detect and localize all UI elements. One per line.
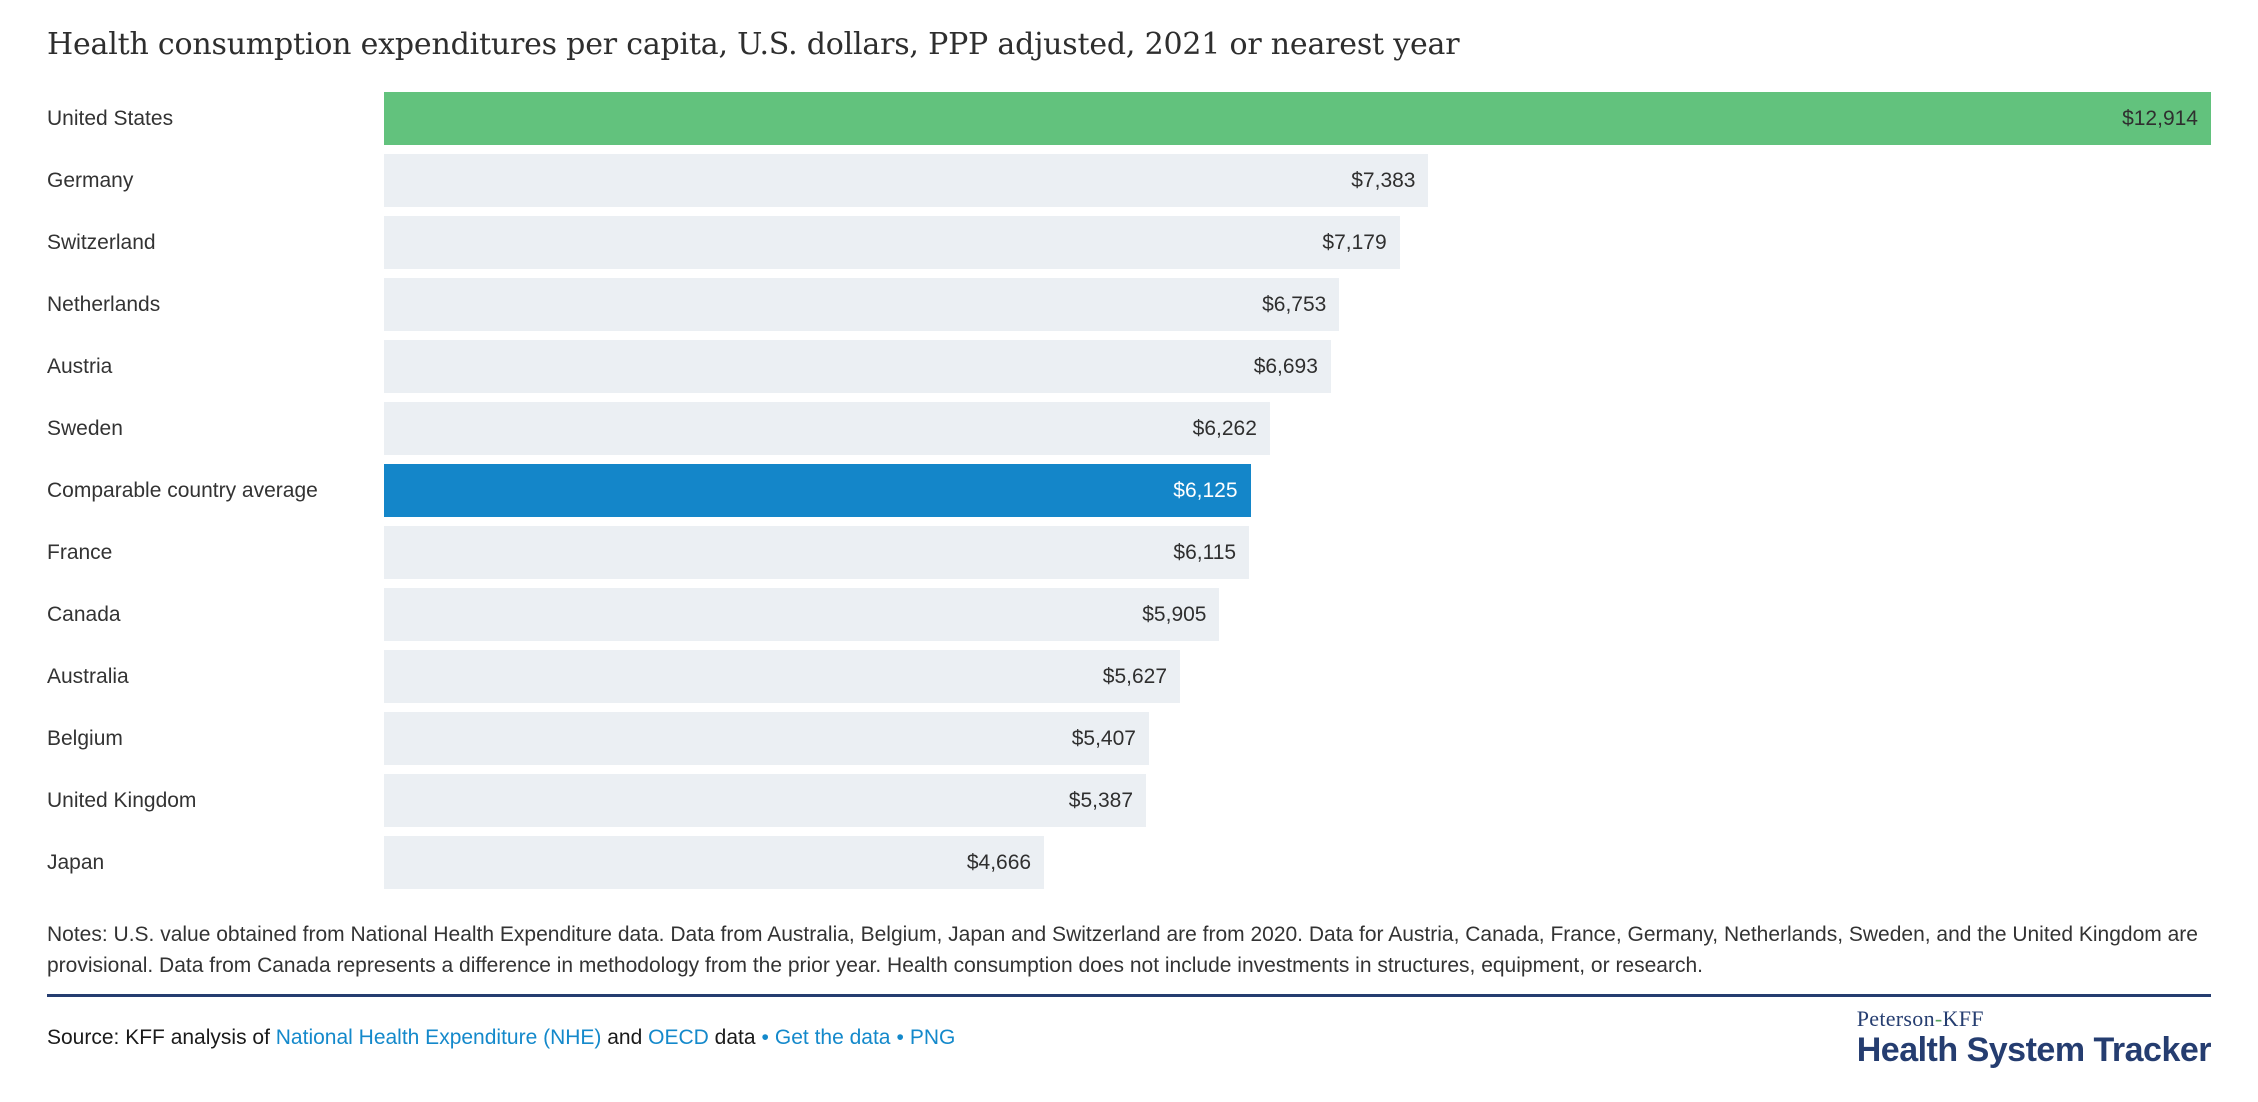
bar-value: $5,905 (1142, 602, 1207, 626)
source-text: data (708, 1026, 756, 1049)
bar-track: $7,383 (384, 154, 2211, 207)
bar-value: $12,914 (2122, 106, 2198, 130)
chart-row: Belgium $5,407 (47, 712, 2211, 765)
country-label: Sweden (47, 416, 123, 440)
source-text: and (601, 1026, 649, 1049)
source-link[interactable]: PNG (909, 1026, 956, 1049)
bar-value: $6,125 (1173, 478, 1238, 502)
bar-fill: $5,905 (384, 588, 1220, 641)
bar-track: $6,753 (384, 278, 2211, 331)
bar-fill: $5,387 (384, 774, 1147, 827)
bar-fill: $7,383 (384, 154, 1429, 207)
source-link[interactable]: Get the data (774, 1026, 891, 1049)
bar-fill: $6,693 (384, 340, 1331, 393)
bar-track: $5,407 (384, 712, 2211, 765)
source-text: Source: KFF analysis of (47, 1026, 276, 1049)
chart-rows: United States $12,914 Germany $7,383 Swi… (47, 92, 2211, 889)
logo-brand-right: KFF (1942, 1006, 1984, 1031)
chart-row: Netherlands $6,753 (47, 278, 2211, 331)
country-label: Austria (47, 354, 113, 378)
bar-value: $6,115 (1173, 540, 1237, 564)
bar-fill: $6,125 (384, 464, 1251, 517)
bar-track: $6,693 (384, 340, 2211, 393)
bar-track: $6,115 (384, 526, 2211, 579)
country-label: Canada (47, 602, 121, 626)
bar-fill: $7,179 (384, 216, 1400, 269)
country-label: Germany (47, 168, 134, 192)
chart-title: Health consumption expenditures per capi… (47, 27, 1460, 62)
bar-fill: $5,627 (384, 650, 1181, 703)
chart-row: Canada $5,905 (47, 588, 2211, 641)
bar-track: $6,262 (384, 402, 2211, 455)
country-label: Belgium (47, 726, 123, 750)
country-label: Comparable country average (47, 478, 318, 502)
logo-brand-hyphen: - (1934, 1006, 1943, 1031)
bar-value: $4,666 (966, 850, 1032, 874)
chart-row: Japan $4,666 (47, 836, 2211, 889)
chart-row: Germany $7,383 (47, 154, 2211, 207)
bar-fill: $6,115 (384, 526, 1250, 579)
brand-logo: Peterson-KFF Health System Tracker (1856, 1007, 2212, 1070)
chart-row: Sweden $6,262 (47, 402, 2211, 455)
bar-track: $6,125 (384, 464, 2211, 517)
country-label: United Kingdom (47, 788, 197, 812)
country-label: France (47, 540, 113, 564)
country-label: Switzerland (47, 230, 156, 254)
bar-value: $5,627 (1102, 664, 1168, 688)
footer: Source: KFF analysis of National Health … (47, 1007, 2212, 1070)
bullet-separator: • (761, 1026, 769, 1049)
bar-value: $6,262 (1192, 416, 1257, 440)
bar-fill: $4,666 (384, 836, 1045, 889)
bar-value: $5,387 (1068, 788, 1134, 812)
bar-fill: $6,753 (384, 278, 1340, 331)
source-line: Source: KFF analysis of National Health … (47, 1026, 955, 1050)
country-label: Australia (47, 664, 129, 688)
bar-value: $7,383 (1351, 168, 1416, 192)
notes-text: Notes: U.S. value obtained from National… (47, 923, 2198, 977)
bar-track: $5,627 (384, 650, 2211, 703)
bar-fill: $6,262 (384, 402, 1270, 455)
chart-row: France $6,115 (47, 526, 2211, 579)
country-label: Netherlands (47, 292, 161, 316)
chart-row: Australia $5,627 (47, 650, 2211, 703)
bar-track: $4,666 (384, 836, 2211, 889)
chart-row: Switzerland $7,179 (47, 216, 2211, 269)
bar-value: $6,693 (1253, 354, 1318, 378)
chart-row: Austria $6,693 (47, 340, 2211, 393)
bar-value: $5,407 (1071, 726, 1136, 750)
bullet-separator: • (896, 1026, 904, 1049)
bar-fill: $5,407 (384, 712, 1149, 765)
bar-track: $12,914 (384, 92, 2211, 145)
chart-row: Comparable country average $6,125 (47, 464, 2211, 517)
source-link[interactable]: National Health Expenditure (NHE) (275, 1026, 602, 1049)
bar-fill: $12,914 (384, 92, 2211, 145)
logo-brand-line: Peterson-KFF (1857, 1007, 2211, 1031)
bar-track: $7,179 (384, 216, 2211, 269)
country-label: Japan (47, 850, 105, 874)
logo-brand-left: Peterson (1856, 1006, 1935, 1031)
chart-row: United States $12,914 (47, 92, 2211, 145)
bar-value: $7,179 (1322, 230, 1387, 254)
country-label: United States (47, 106, 174, 130)
chart-row: United Kingdom $5,387 (47, 774, 2211, 827)
footer-divider (47, 994, 2211, 997)
bar-track: $5,387 (384, 774, 2211, 827)
bar-track: $5,905 (384, 588, 2211, 641)
source-link[interactable]: OECD (648, 1026, 709, 1049)
logo-product-name: Health System Tracker (1856, 1031, 2212, 1069)
bar-value: $6,753 (1262, 292, 1327, 316)
